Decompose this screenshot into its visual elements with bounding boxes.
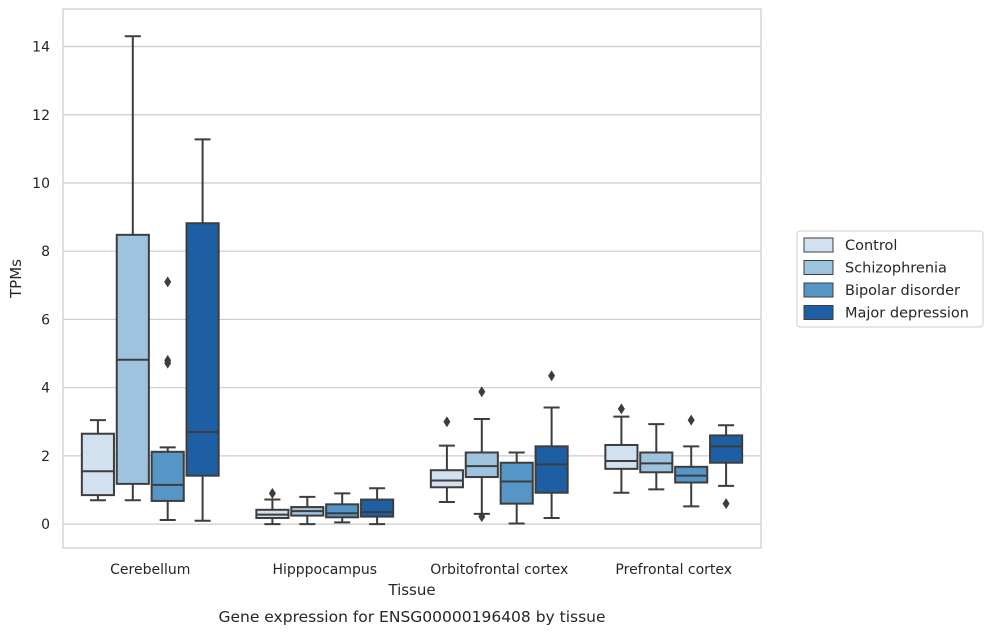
outlier-point (164, 357, 172, 369)
box-body (499, 461, 534, 505)
outlier-point (548, 370, 556, 382)
box-2-0 (150, 276, 185, 522)
legend-swatch (803, 237, 834, 253)
box-3-2 (534, 370, 569, 519)
x-tick-labels: Cerebellum Hipppocampus Orbitofrontal cort… (110, 562, 732, 578)
box-body (709, 434, 744, 464)
y-tick-label: 8 (41, 244, 50, 260)
outlier-point (164, 276, 172, 288)
y-tick-labels: 0 2 4 6 8 10 12 14 (32, 40, 50, 534)
box-2-1 (325, 492, 360, 524)
box-body (360, 498, 395, 518)
box-3-3 (709, 424, 744, 510)
legend-label: Major depression (845, 306, 969, 322)
x-tick-label: Prefrontal cortex (615, 562, 732, 578)
box-body (534, 445, 569, 494)
legend-label: Control (845, 238, 897, 254)
outlier-point (617, 403, 625, 415)
x-tick-label: Hipppocampus (272, 562, 377, 578)
box-body (185, 222, 220, 477)
legend-frame (796, 230, 984, 328)
box-0-0 (80, 419, 115, 502)
x-tick-label: Orbitofrontal cortex (430, 562, 568, 578)
legend-swatch (803, 282, 834, 298)
box-body (80, 432, 115, 497)
x-tick-label: Cerebellum (110, 562, 190, 578)
box-1-1 (290, 495, 325, 526)
legend-label: Schizophrenia (845, 261, 947, 277)
box-0-1 (255, 487, 290, 526)
y-tick-label: 10 (32, 176, 50, 192)
box-1-2 (464, 386, 499, 523)
outlier-point (687, 414, 695, 426)
x-axis-label: Tissue (387, 581, 435, 599)
box-body (464, 451, 499, 479)
legend: Control Schizophrenia Bipolar disorder Majo… (796, 230, 984, 328)
box-2-2 (499, 451, 534, 525)
box-1-3 (639, 423, 674, 491)
box-3-1 (360, 487, 395, 526)
box-body (674, 465, 709, 484)
outlier-point (478, 511, 486, 523)
outlier-point (443, 416, 451, 428)
legend-label: Bipolar disorder (845, 283, 960, 299)
box-body (150, 450, 185, 502)
outlier-point (478, 386, 486, 398)
y-tick-label: 12 (32, 108, 50, 124)
box-0-2 (429, 416, 464, 503)
y-tick-label: 2 (41, 449, 50, 465)
y-tick-label: 0 (41, 517, 50, 533)
legend-swatch (803, 305, 834, 320)
box-body (325, 503, 360, 519)
box-body (604, 443, 639, 470)
y-tick-label: 14 (32, 40, 50, 56)
box-2-3 (674, 414, 709, 508)
box-3-0 (185, 138, 220, 522)
legend-swatch (803, 260, 834, 275)
y-tick-label: 4 (41, 381, 50, 397)
outlier-point (268, 487, 276, 499)
box-body (429, 469, 464, 489)
boxes (80, 35, 744, 526)
box-body (639, 451, 674, 474)
chart-caption: Gene expression for ENSG00000196408 by t… (218, 608, 605, 626)
y-tick-label: 6 (41, 312, 50, 328)
box-1-0 (115, 35, 150, 502)
y-axis-label: TPMs (7, 259, 25, 299)
box-0-3 (604, 403, 639, 494)
outlier-point (722, 498, 730, 510)
